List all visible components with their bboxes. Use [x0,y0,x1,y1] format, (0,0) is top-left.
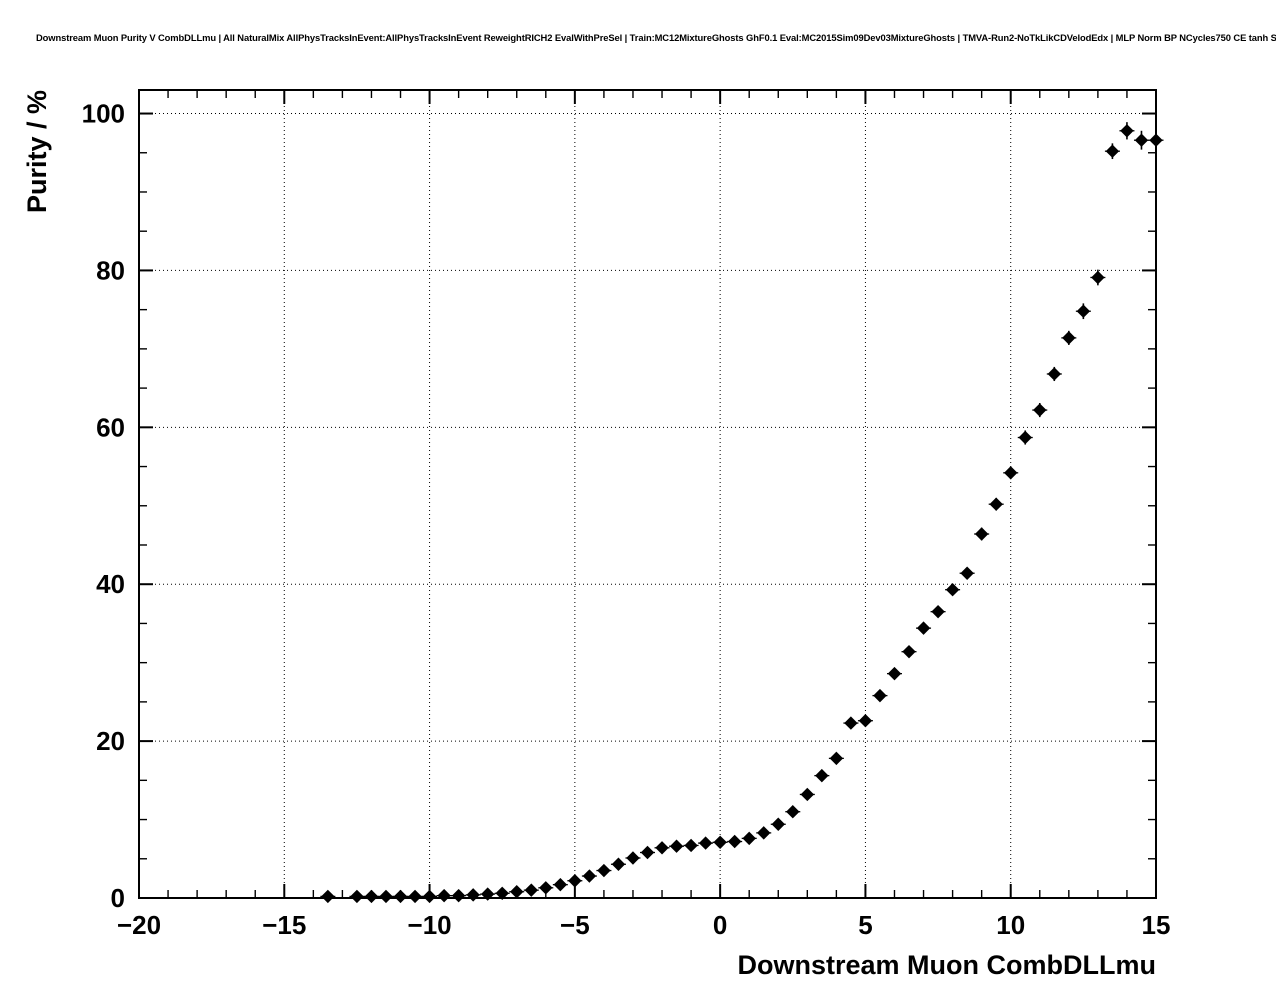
data-point-marker [916,621,931,635]
data-point-marker [626,851,640,865]
data-point-marker [451,888,466,903]
axis-frame [138,89,1157,899]
data-point-marker [742,831,756,846]
data-point-marker [873,688,887,703]
data-point-marker [582,869,597,883]
data-point-marker [321,889,335,904]
data-point-marker [800,787,815,802]
data-point-marker [553,877,568,892]
x-tick-label: −20 [117,910,161,940]
data-point-marker [437,888,451,903]
plot-title: Downstream Muon Purity V CombDLLmu | All… [36,32,1276,43]
x-tick-label: 10 [996,910,1025,940]
data-point-marker [1047,367,1062,381]
data-point-marker [379,889,393,904]
data-point-marker [640,845,655,860]
data-point-marker [495,886,509,901]
x-tick-label: −10 [408,910,452,940]
data-point-marker [597,863,611,878]
data-point-marker [539,881,553,895]
data-point-marker [364,889,379,904]
data-point-marker [684,838,698,853]
data-point-marker [408,889,422,904]
data-point-marker [1033,403,1047,417]
data-point-marker [524,883,538,897]
data-point-marker [727,834,742,849]
data-point-marker [945,582,960,597]
data-point-marker [669,839,684,853]
data-point-marker [393,889,408,904]
data-point-marker [510,885,524,899]
y-axis-ticks [139,112,1156,899]
data-point-marker [902,644,916,659]
data-point-marker [786,805,800,819]
x-tick-label: 5 [858,910,872,940]
x-axis-tick-labels: −20 −15 −10 −5 0 5 10 15 [117,910,1171,940]
data-point-marker [1120,124,1134,138]
y-axis-title: Purity / % [22,90,52,213]
data-point-marker [480,887,495,901]
data-point-marker [1091,270,1105,285]
x-axis-ticks [138,90,1157,898]
data-point-marker [887,666,902,681]
data-point-marker [858,714,873,728]
data-point-marker [989,497,1003,511]
y-tick-label: 100 [82,99,125,129]
x-tick-label: 15 [1142,910,1171,940]
data-point-marker [771,817,785,831]
y-tick-label: 40 [96,569,125,599]
data-point-marker [931,604,945,619]
data-point-marker [1018,430,1032,445]
data-point-marker [1076,304,1091,318]
data-point-marker [1149,133,1163,147]
data-point-marker [1105,144,1120,158]
x-tick-label: −15 [262,910,306,940]
data-point-marker [655,841,669,855]
y-tick-label: 60 [96,412,125,442]
data-point-marker [829,751,844,766]
y-tick-label: 0 [111,883,125,913]
x-axis-title: Downstream Muon CombDLLmu [738,950,1157,980]
data-point-marker [974,527,989,541]
y-axis-tick-labels: 0 20 40 60 80 100 [82,99,125,913]
data-series-points [320,122,1164,904]
data-point-marker [698,836,713,850]
data-point-marker [1134,133,1149,147]
data-point-marker [350,889,364,904]
data-point-marker [422,889,437,904]
data-point-marker [844,716,858,730]
x-tick-label: 0 [713,910,727,940]
plot-frame [138,89,1157,899]
data-point-marker [815,768,829,783]
data-point-marker [713,835,727,850]
x-tick-label: −5 [560,910,590,940]
data-point-marker [757,826,771,840]
data-point-marker [1004,466,1018,480]
data-point-marker [466,888,480,902]
data-point-marker [960,566,974,580]
data-point-marker [611,857,626,871]
grid-layer [139,90,1156,898]
y-tick-label: 80 [96,255,125,285]
data-point-marker [568,874,582,888]
data-point-marker [1062,331,1076,345]
y-tick-label: 20 [96,726,125,756]
